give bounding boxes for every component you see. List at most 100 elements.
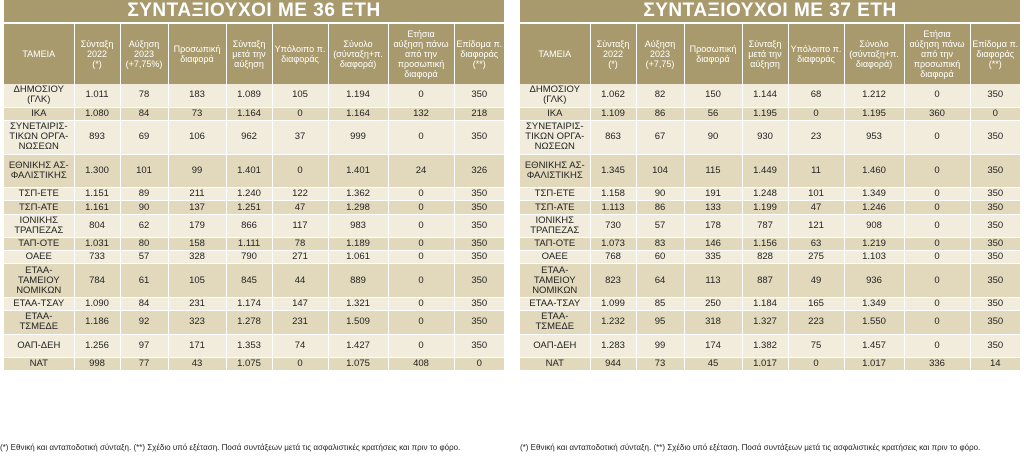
value-cell: 74 — [272, 334, 329, 358]
value-cell: 998 — [74, 357, 121, 372]
fund-name-cell: ΤΣΠ-ΑΤΕ — [520, 200, 591, 215]
value-cell: 1.460 — [844, 154, 905, 189]
value-cell: 150 — [684, 84, 743, 108]
value-cell: 0 — [904, 84, 971, 108]
fund-name-cell: ΕΤΑΑ- ΤΑΜΕΙΟΥ ΝΟΜΙΚΩΝ — [520, 263, 591, 298]
value-cell: 1.161 — [74, 200, 121, 215]
value-cell: 350 — [454, 310, 504, 335]
value-cell: 61 — [120, 263, 169, 298]
value-cell: 1.212 — [844, 84, 905, 108]
value-cell: 350 — [970, 120, 1020, 155]
fund-name-cell: ΟΑΕΕ — [4, 250, 75, 265]
value-cell: 106 — [168, 120, 227, 155]
value-cell: 1.164 — [328, 107, 389, 122]
value-cell: 115 — [684, 154, 743, 189]
value-cell: 1.321 — [328, 297, 389, 312]
value-cell: 1.349 — [844, 187, 905, 202]
value-cell: 1.011 — [74, 84, 121, 108]
value-cell: 784 — [74, 263, 121, 298]
value-cell: 1.099 — [590, 297, 637, 312]
fund-name-cell: ΔΗΜΟΣΙΟΥ (ΓΛΚ) — [4, 84, 75, 108]
column-header: Σύνολο (σύνταξη+π. διαφορά) — [328, 24, 389, 84]
value-cell: 57 — [120, 250, 169, 265]
value-cell: 1.283 — [590, 334, 637, 358]
value-cell: 121 — [788, 214, 845, 239]
value-cell: 804 — [74, 214, 121, 239]
value-cell: 0 — [788, 107, 845, 122]
value-cell: 56 — [684, 107, 743, 122]
value-cell: 1.017 — [742, 357, 789, 372]
value-cell: 86 — [636, 107, 685, 122]
value-cell: 90 — [684, 120, 743, 155]
value-cell: 350 — [970, 263, 1020, 298]
value-cell: 60 — [636, 250, 685, 265]
table-panel-37-years: ΣΥΝΤΑΞΙΟΥΧΟΙ ΜΕ 37 ΕΤΗ ΤΑΜΕΙΑ Σύνταξη 202… — [520, 0, 1020, 372]
value-cell: 64 — [636, 263, 685, 298]
value-cell: 132 — [388, 107, 455, 122]
value-cell: 0 — [388, 297, 455, 312]
table-row: ΟΑΕΕ 768 60 335 828 275 1.103 0 350 — [520, 250, 1020, 265]
value-cell: 183 — [168, 84, 227, 108]
value-cell: 1.298 — [328, 200, 389, 215]
value-cell: 1.382 — [742, 334, 789, 358]
value-cell: 47 — [788, 200, 845, 215]
value-cell: 0 — [904, 310, 971, 335]
value-cell: 90 — [636, 187, 685, 202]
value-cell: 0 — [454, 357, 504, 372]
value-cell: 1.103 — [844, 250, 905, 265]
value-cell: 231 — [272, 310, 329, 335]
value-cell: 101 — [788, 187, 845, 202]
column-header: Προσωπική διαφορά — [168, 24, 227, 84]
fund-name-cell: ΟΑΠ-ΔΕΗ — [4, 334, 75, 358]
column-header: Σύνταξη 2022 (*) — [74, 24, 121, 84]
value-cell: 101 — [120, 154, 169, 189]
fund-name-cell: ΤΣΠ-ΕΤΕ — [4, 187, 75, 202]
value-cell: 1.457 — [844, 334, 905, 358]
value-cell: 1.156 — [742, 237, 789, 252]
value-cell: 893 — [74, 120, 121, 155]
value-cell: 78 — [120, 84, 169, 108]
value-cell: 908 — [844, 214, 905, 239]
value-cell: 350 — [454, 334, 504, 358]
table-row: ΟΑΕΕ 733 57 328 790 271 1.061 0 350 — [4, 250, 504, 265]
value-cell: 1.061 — [328, 250, 389, 265]
value-cell: 1.240 — [226, 187, 273, 202]
value-cell: 350 — [454, 214, 504, 239]
table-row: ΕΤΑΑ- ΤΑΜΕΙΟΥ ΝΟΜΙΚΩΝ 823 64 113 887 49 936 0 35… — [520, 263, 1020, 298]
value-cell: 328 — [168, 250, 227, 265]
value-cell: 350 — [454, 200, 504, 215]
value-cell: 0 — [970, 107, 1020, 122]
column-header: ΤΑΜΕΙΑ — [520, 24, 591, 84]
value-cell: 1.427 — [328, 334, 389, 358]
value-cell: 1.509 — [328, 310, 389, 335]
value-cell: 350 — [970, 334, 1020, 358]
value-cell: 887 — [742, 263, 789, 298]
fund-name-cell: ΣΥΝΕΤΑΙΡΙΣ- ΤΙΚΩΝ ΟΡΓΑ- ΝΩΣΕΩΝ — [520, 120, 591, 155]
value-cell: 1.449 — [742, 154, 789, 189]
value-cell: 85 — [636, 297, 685, 312]
table-row: ΔΗΜΟΣΙΟΥ (ΓΛΚ) 1.011 78 183 1.089 105 1.194 0 35… — [4, 84, 504, 108]
value-cell: 0 — [388, 263, 455, 298]
value-cell: 1.232 — [590, 310, 637, 335]
value-cell: 350 — [970, 237, 1020, 252]
fund-name-cell: ΕΤΑΑ-ΤΣΑΥ — [4, 297, 75, 312]
value-cell: 0 — [388, 187, 455, 202]
value-cell: 326 — [454, 154, 504, 189]
value-cell: 350 — [454, 187, 504, 202]
value-cell: 1.144 — [742, 84, 789, 108]
value-cell: 1.401 — [328, 154, 389, 189]
fund-name-cell: ΕΤΑΑ- ΤΣΜΕΔΕ — [4, 310, 75, 335]
value-cell: 73 — [168, 107, 227, 122]
value-cell: 953 — [844, 120, 905, 155]
fund-name-cell: ΕΘΝΙΚΗΣ ΑΣ- ΦΑΛΙΣΤΙΚΗΣ — [4, 154, 75, 189]
value-cell: 218 — [454, 107, 504, 122]
value-cell: 105 — [272, 84, 329, 108]
value-cell: 350 — [454, 237, 504, 252]
value-cell: 1.345 — [590, 154, 637, 189]
value-cell: 43 — [168, 357, 227, 372]
fund-name-cell: ΤΑΠ-ΟΤΕ — [520, 237, 591, 252]
value-cell: 0 — [904, 120, 971, 155]
table-row: ΕΤΑΑ- ΤΑΜΕΙΟΥ ΝΟΜΙΚΩΝ 784 61 105 845 44 889 0 35… — [4, 263, 504, 298]
value-cell: 99 — [636, 334, 685, 358]
fund-name-cell: ΟΑΕΕ — [520, 250, 591, 265]
